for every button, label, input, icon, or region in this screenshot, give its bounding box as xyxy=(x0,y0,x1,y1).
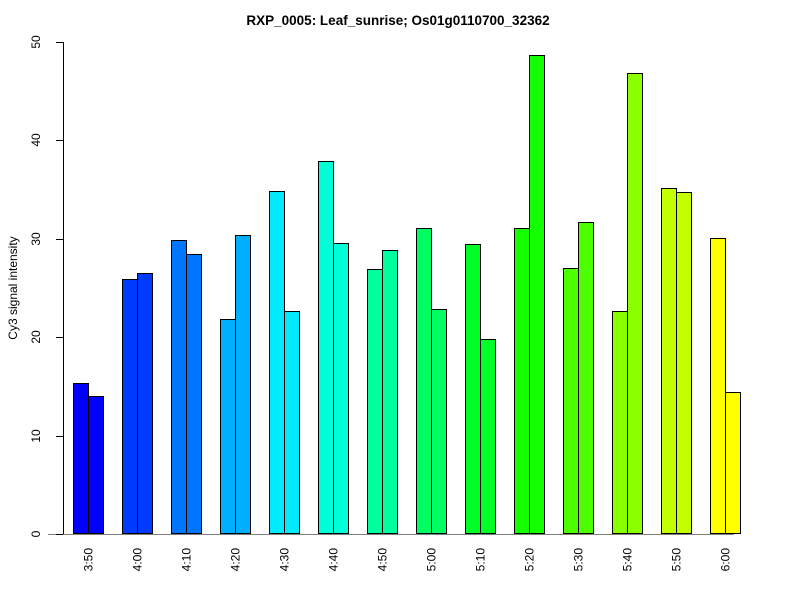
bar xyxy=(186,253,202,534)
bar-group xyxy=(710,237,742,534)
y-axis-tick-label: 20 xyxy=(29,330,43,344)
x-axis-tick-label: 5:50 xyxy=(669,548,684,572)
x-axis-tick-label: 6:00 xyxy=(718,548,733,572)
bar-group xyxy=(465,243,497,534)
bar-group xyxy=(122,273,154,534)
chart-title: RXP_0005: Leaf_sunrise; Os01g0110700_323… xyxy=(246,13,550,28)
bar-group xyxy=(269,190,301,534)
bar xyxy=(122,279,138,534)
bar-group xyxy=(73,383,105,534)
bar-group xyxy=(612,72,644,534)
bar xyxy=(676,191,692,534)
bar-group xyxy=(563,222,595,534)
bar xyxy=(627,72,643,534)
bar-group xyxy=(318,161,350,534)
x-axis-tick-label: 4:30 xyxy=(277,548,292,572)
bar xyxy=(661,187,677,534)
y-axis-tick xyxy=(56,435,63,437)
bar xyxy=(333,242,349,534)
x-axis-tick-label: 5:10 xyxy=(473,548,488,572)
bar xyxy=(465,243,481,534)
y-axis-tick xyxy=(56,140,63,142)
y-axis-tick xyxy=(56,42,63,43)
x-axis-tick-label: 3:50 xyxy=(81,548,96,572)
bar xyxy=(284,310,300,534)
y-axis-tick-label: 50 xyxy=(29,35,43,49)
bar-group xyxy=(416,227,448,534)
bar xyxy=(578,222,594,534)
bar xyxy=(318,161,334,534)
x-axis-tick-label: 5:20 xyxy=(522,548,537,572)
x-axis-line xyxy=(48,534,734,535)
bar xyxy=(431,308,447,534)
x-axis-tick-label: 4:20 xyxy=(228,548,243,572)
bar xyxy=(220,318,236,534)
y-axis-tick xyxy=(56,534,63,535)
bar-group xyxy=(514,54,546,534)
bar xyxy=(235,234,251,534)
x-axis-tick-label: 5:30 xyxy=(571,548,586,572)
bar xyxy=(514,227,530,534)
y-axis-tick-label: 30 xyxy=(29,232,43,246)
bar-group xyxy=(367,249,399,534)
y-axis-tick xyxy=(56,238,63,240)
x-axis-tick-label: 4:40 xyxy=(326,548,341,572)
bar xyxy=(612,310,628,534)
x-axis-tick-label: 4:50 xyxy=(375,548,390,572)
y-axis-title: Cy3 signal intensity xyxy=(6,236,20,340)
plot-area: 0 10 20 30 40 50 3:50 4:00 4:10 4:20 4:30 4:40 4:50 5… xyxy=(29,35,741,571)
bar xyxy=(269,190,285,534)
bar xyxy=(416,227,432,534)
bar xyxy=(88,396,104,534)
bar xyxy=(529,54,545,534)
bar xyxy=(382,249,398,534)
bar xyxy=(171,239,187,534)
bar xyxy=(563,268,579,534)
x-axis-tick-label: 4:00 xyxy=(130,548,145,572)
bar xyxy=(367,269,383,534)
y-axis-tick xyxy=(56,337,63,339)
x-axis-tick-label: 5:40 xyxy=(620,548,635,572)
x-axis-tick-label: 4:10 xyxy=(179,548,194,572)
y-axis-tick-label: 40 xyxy=(29,133,43,148)
bar xyxy=(137,273,153,534)
bar xyxy=(73,383,89,534)
bar-group xyxy=(220,234,252,534)
bar xyxy=(725,392,741,534)
bar xyxy=(480,339,496,534)
y-axis-tick-label: 0 xyxy=(29,530,43,538)
bar-group xyxy=(171,239,203,534)
y-axis-tick-label: 10 xyxy=(29,428,43,443)
x-axis-tick-label: 5:00 xyxy=(424,548,439,572)
bar xyxy=(710,237,726,534)
bar-group xyxy=(661,187,693,534)
